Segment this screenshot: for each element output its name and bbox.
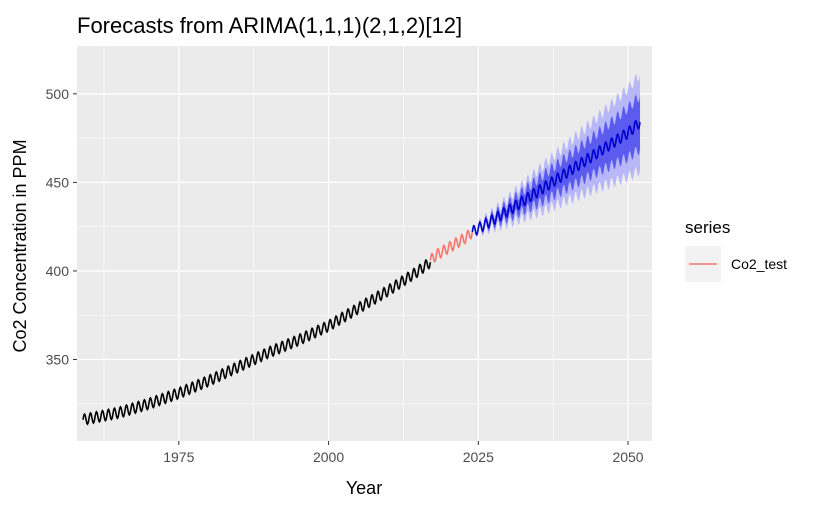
legend-label-co2-test: Co2_test [731, 256, 787, 272]
y-axis: 350 400 450 500 [46, 86, 77, 368]
band-80 [472, 94, 641, 236]
x-axis: 1975 2000 2025 2050 [163, 441, 644, 465]
y-tick-label: 400 [46, 263, 70, 279]
x-tick-label: 2000 [313, 449, 344, 465]
x-tick-label: 2025 [463, 449, 494, 465]
chart-title: Forecasts from ARIMA(1,1,1)(2,1,2)[12] [77, 13, 462, 38]
band-95 [472, 74, 641, 238]
legend-title: series [685, 218, 730, 237]
x-tick-label: 2050 [612, 449, 643, 465]
y-tick-label: 450 [46, 174, 70, 190]
y-axis-title: Co2 Concentration in PPM [10, 139, 30, 352]
plot-panel [77, 46, 652, 441]
series-lines [82, 119, 641, 426]
legend: series Co2_test [685, 218, 787, 282]
prediction-bands [472, 74, 641, 238]
x-tick-label: 1975 [163, 449, 194, 465]
co2-test-line [429, 229, 474, 263]
y-tick-label: 500 [46, 86, 70, 102]
forecast-line [471, 119, 641, 236]
history-line [82, 258, 432, 426]
x-axis-title: Year [346, 478, 382, 498]
y-tick-label: 350 [46, 352, 70, 368]
